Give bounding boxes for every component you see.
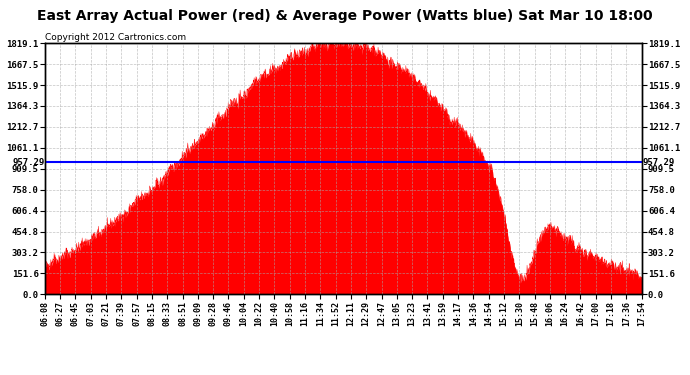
Text: East Array Actual Power (red) & Average Power (Watts blue) Sat Mar 10 18:00: East Array Actual Power (red) & Average … bbox=[37, 9, 653, 23]
Text: 957.29: 957.29 bbox=[642, 158, 675, 166]
Text: 957.29: 957.29 bbox=[12, 158, 44, 166]
Text: Copyright 2012 Cartronics.com: Copyright 2012 Cartronics.com bbox=[46, 33, 186, 42]
